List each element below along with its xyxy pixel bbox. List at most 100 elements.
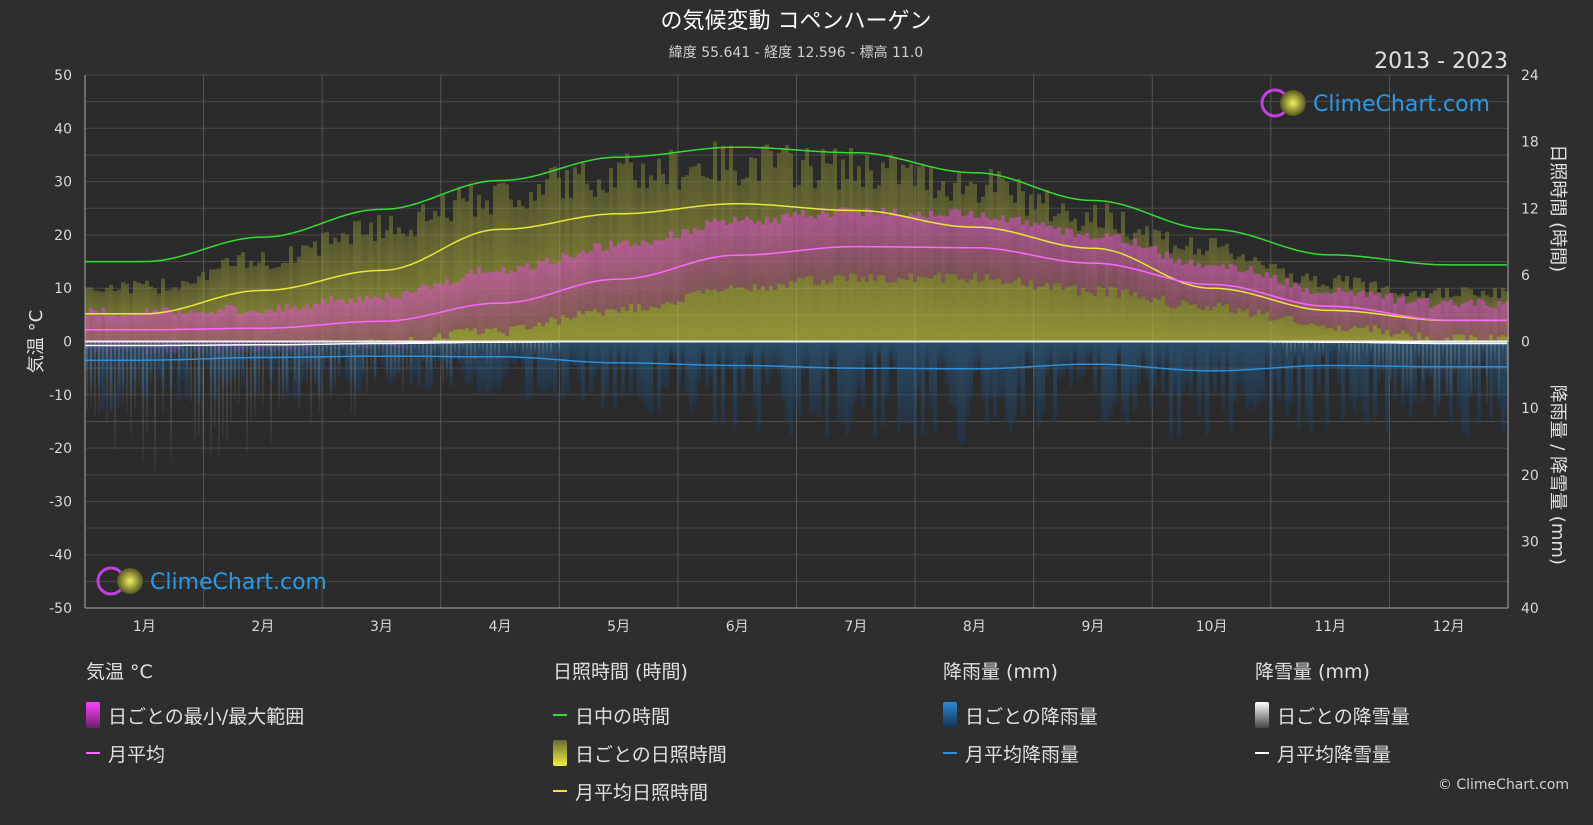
daily-temperature-range-bar bbox=[337, 299, 341, 343]
daily-snow-bar bbox=[1494, 341, 1496, 361]
daily-rain-bar bbox=[1133, 341, 1137, 412]
daily-sunshine-bar bbox=[225, 257, 229, 342]
daily-snow-bar bbox=[326, 341, 328, 356]
daily-temperature-range-bar bbox=[561, 252, 565, 316]
daily-sunshine-bar bbox=[281, 262, 285, 342]
daily-snow-bar bbox=[1370, 341, 1372, 352]
daily-temperature-range-bar bbox=[777, 223, 781, 284]
legend-heading: 降雨量 (mm) bbox=[943, 661, 1058, 683]
daily-sunshine-bar bbox=[389, 215, 393, 342]
daily-temperature-range-bar bbox=[613, 246, 617, 310]
daily-temperature-range-bar bbox=[469, 269, 473, 331]
daily-snow-bar bbox=[558, 341, 560, 351]
daily-sunshine-bar bbox=[433, 211, 437, 342]
daily-rain-bar bbox=[753, 341, 757, 410]
daily-snow-bar bbox=[370, 341, 372, 370]
daily-snow-bar bbox=[166, 341, 168, 361]
daily-temperature-range-bar bbox=[445, 279, 449, 339]
legend-label: 月平均降雨量 bbox=[965, 743, 1080, 766]
daily-sunshine-bar bbox=[349, 244, 353, 342]
copyright: © ClimeChart.com bbox=[1437, 777, 1569, 793]
daily-sunshine-bar bbox=[1125, 236, 1129, 342]
daily-snow-bar bbox=[1330, 341, 1332, 346]
legend-swatch bbox=[943, 752, 957, 754]
daily-rain-bar bbox=[521, 341, 525, 368]
daily-rain-bar bbox=[749, 341, 753, 359]
daily-rain-bar bbox=[845, 341, 849, 436]
daily-sunshine-bar bbox=[357, 220, 361, 342]
daily-rain-bar bbox=[1337, 341, 1341, 384]
daily-rain-bar bbox=[617, 341, 621, 361]
daily-temperature-range-bar bbox=[789, 216, 793, 281]
daily-snow-bar bbox=[1470, 341, 1472, 396]
daily-temperature-range-bar bbox=[1405, 303, 1409, 334]
daily-temperature-range-bar bbox=[885, 215, 889, 283]
daily-temperature-range-bar bbox=[1153, 245, 1157, 298]
daily-sunshine-bar bbox=[257, 262, 261, 342]
legend-item: 月平均降雪量 bbox=[1255, 734, 1410, 772]
daily-snow-bar bbox=[150, 341, 152, 384]
daily-rain-bar bbox=[1089, 341, 1093, 360]
daily-temperature-range-bar bbox=[549, 264, 553, 318]
daily-snow-bar bbox=[538, 341, 540, 357]
x-tick-month: 4月 bbox=[489, 619, 512, 635]
daily-sunshine-bar bbox=[133, 281, 137, 342]
daily-sunshine-bar bbox=[393, 234, 397, 342]
daily-temperature-range-bar bbox=[569, 257, 573, 320]
daily-temperature-range-bar bbox=[105, 315, 109, 355]
daily-temperature-range-bar bbox=[705, 220, 709, 290]
daily-rain-bar bbox=[769, 341, 773, 374]
daily-sunshine-bar bbox=[421, 204, 425, 342]
daily-rain-bar bbox=[937, 341, 941, 371]
daily-snow-bar bbox=[354, 341, 356, 415]
daily-rain-bar bbox=[1457, 341, 1461, 410]
daily-rain-bar bbox=[1153, 341, 1157, 389]
daily-temperature-range-bar bbox=[725, 224, 729, 289]
daily-sunshine-bar bbox=[229, 266, 233, 342]
daily-rain-bar bbox=[897, 341, 901, 434]
daily-temperature-range-bar bbox=[493, 271, 497, 328]
daily-temperature-range-bar bbox=[209, 311, 213, 349]
series-lines bbox=[85, 146, 1508, 372]
daily-temperature-range-bar bbox=[1305, 288, 1309, 325]
daily-sunshine-bar bbox=[173, 287, 177, 342]
daily-rain-bar bbox=[477, 341, 481, 395]
daily-temperature-range-bar bbox=[641, 240, 645, 311]
daily-temperature-range-bar bbox=[845, 208, 849, 281]
daily-snow-bar bbox=[1398, 341, 1400, 368]
daily-sunshine-bar bbox=[465, 201, 469, 342]
daily-temperature-range-bar bbox=[573, 258, 577, 318]
daily-sunshine-bar bbox=[485, 200, 489, 342]
daily-sunshine-bar bbox=[261, 252, 265, 342]
y-axis-right-bottom-label: 降雨量 / 降雪量 (mm) bbox=[1547, 385, 1568, 565]
legend-item: 月平均降雨量 bbox=[943, 734, 1098, 772]
daily-temperature-range-bar bbox=[933, 216, 937, 276]
daily-temperature-range-bar bbox=[457, 281, 461, 330]
daily-snow-bar bbox=[1442, 341, 1444, 356]
daily-rain-bar bbox=[537, 341, 541, 390]
daily-snow-bar bbox=[1466, 341, 1468, 380]
daily-snow-bar bbox=[1478, 341, 1480, 375]
daily-temperature-range-bar bbox=[1125, 243, 1129, 289]
daily-temperature-range-bar bbox=[225, 304, 229, 350]
daily-temperature-range-bar bbox=[545, 257, 549, 323]
daily-snow-bar bbox=[1490, 341, 1492, 364]
daily-rain-bar bbox=[101, 341, 105, 411]
daily-snow-bar bbox=[470, 341, 472, 363]
daily-temperature-range-bar bbox=[1005, 222, 1009, 284]
daily-snow-bar bbox=[386, 341, 388, 381]
daily-temperature-range-bar bbox=[1041, 222, 1045, 287]
daily-snow-bar bbox=[86, 341, 88, 411]
daily-rain-bar bbox=[1065, 341, 1069, 370]
daily-snow-bar bbox=[518, 341, 520, 346]
daily-snow-bar bbox=[522, 341, 524, 354]
daily-temperature-range-bar bbox=[849, 208, 853, 274]
period-label: 2013 - 2023 bbox=[1374, 49, 1508, 74]
daily-temperature-range-bar bbox=[1381, 299, 1385, 335]
daily-rain-bar bbox=[565, 341, 569, 394]
daily-temperature-range-bar bbox=[753, 223, 757, 284]
daily-sunshine-bar bbox=[197, 276, 201, 342]
daily-temperature-range-bar bbox=[1505, 301, 1509, 337]
daily-rain-bar bbox=[673, 341, 677, 365]
daily-rain-bar bbox=[717, 341, 721, 361]
